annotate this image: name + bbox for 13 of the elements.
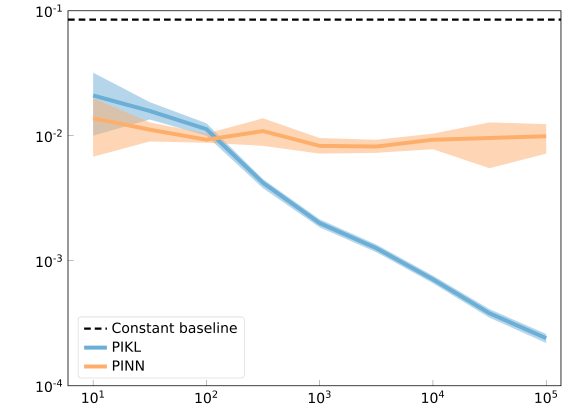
x-tick-label: 10$^{1}$	[82, 390, 104, 404]
line-series	[91, 116, 548, 149]
legend-label: PINN	[112, 360, 144, 371]
x-tick-label: 10$^{2}$	[196, 390, 218, 404]
y-tick-label: 10$^{-4}$	[36, 380, 62, 392]
legend-label: PIKL	[112, 342, 142, 352]
x-tick-label: 10$^{5}$	[535, 390, 558, 404]
y-tick-label: 10$^{-3}$	[36, 254, 62, 268]
legend-label: Constant baseline	[112, 322, 237, 334]
x-tick-label: 10$^{3}$	[308, 390, 331, 404]
y-tick-label: 10$^{-1}$	[36, 4, 62, 18]
x-tick-label: 10$^{4}$	[422, 390, 444, 404]
y-tick-label: 10$^{-2}$	[36, 129, 62, 142]
